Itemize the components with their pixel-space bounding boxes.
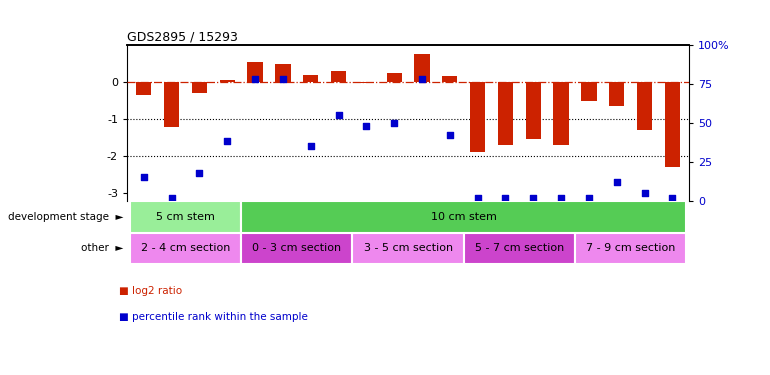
Point (276, 76, 289, 82)
Point (527, 195, 540, 201)
Bar (554, 82, 569, 145)
Point (416, 76, 428, 82)
Point (666, 195, 678, 201)
Bar (470, 82, 485, 153)
Point (555, 195, 567, 201)
Bar (575, 232, 686, 264)
Text: 3 - 5 cm section: 3 - 5 cm section (363, 243, 453, 254)
Bar (130, 232, 241, 264)
Bar (464, 232, 575, 264)
Bar (353, 232, 464, 264)
Text: 0 - 3 cm section: 0 - 3 cm section (253, 243, 341, 254)
Point (471, 195, 484, 201)
Bar (637, 82, 652, 130)
Bar (442, 76, 457, 82)
Text: 7 - 9 cm section: 7 - 9 cm section (586, 243, 675, 254)
Bar (303, 75, 318, 82)
Bar (526, 82, 541, 140)
Text: 5 cm stem: 5 cm stem (156, 211, 215, 222)
Point (638, 190, 651, 196)
Bar (275, 63, 290, 82)
Bar (359, 82, 374, 83)
Point (388, 120, 400, 126)
Point (193, 170, 206, 176)
Point (221, 138, 233, 144)
Text: development stage  ►: development stage ► (8, 211, 123, 222)
Point (583, 195, 595, 201)
Bar (498, 82, 513, 145)
Point (360, 123, 373, 129)
Bar (241, 201, 686, 232)
Bar (247, 62, 263, 82)
Text: other  ►: other ► (81, 243, 123, 254)
Bar (581, 82, 597, 100)
Bar (164, 82, 179, 126)
Point (611, 179, 623, 185)
Text: ■ percentile rank within the sample: ■ percentile rank within the sample (119, 312, 308, 322)
Bar (136, 82, 152, 95)
Text: 5 - 7 cm section: 5 - 7 cm section (475, 243, 564, 254)
Point (138, 174, 150, 180)
Text: ■ log2 ratio: ■ log2 ratio (119, 286, 182, 296)
Text: GDS2895 / 15293: GDS2895 / 15293 (127, 31, 238, 44)
Point (444, 132, 456, 138)
Point (333, 112, 345, 118)
Text: 2 - 4 cm section: 2 - 4 cm section (141, 243, 230, 254)
Bar (387, 73, 402, 82)
Point (166, 195, 178, 201)
Bar (609, 82, 624, 106)
Bar (192, 82, 207, 93)
Point (249, 76, 261, 82)
Text: 10 cm stem: 10 cm stem (431, 211, 497, 222)
Bar (414, 54, 430, 82)
Bar (241, 232, 353, 264)
Point (499, 195, 511, 201)
Bar (130, 201, 241, 232)
Bar (665, 82, 680, 167)
Bar (331, 71, 347, 82)
Point (305, 143, 317, 149)
Bar (219, 80, 235, 82)
